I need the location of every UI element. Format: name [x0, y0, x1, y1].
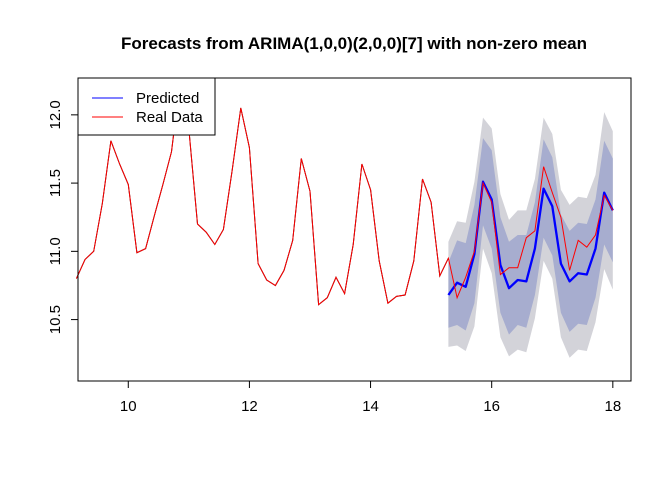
chart-title: Forecasts from ARIMA(1,0,0)(2,0,0)[7] wi… — [121, 34, 587, 53]
x-tick-label: 16 — [483, 398, 500, 415]
y-tick-label: 11.5 — [47, 169, 64, 197]
forecast-intervals — [448, 112, 613, 358]
real-data-line — [75, 80, 614, 306]
legend-box — [77, 77, 216, 136]
legend-label-predicted: Predicted — [136, 90, 199, 107]
x-tick-label: 10 — [120, 398, 137, 415]
x-axis: 10 12 14 16 18 — [120, 380, 621, 415]
x-tick-label: 18 — [604, 398, 621, 415]
y-tick-label: 12.0 — [47, 100, 64, 129]
y-tick-label: 10.5 — [47, 305, 64, 334]
y-tick-label: 11.0 — [47, 237, 64, 265]
x-tick-label: 12 — [241, 398, 258, 415]
interval-80-band — [448, 138, 613, 335]
legend-label-real-data: Real Data — [136, 109, 203, 126]
x-tick-label: 14 — [362, 398, 379, 415]
legend: Predicted Real Data — [77, 77, 216, 136]
y-axis: 10.5 11.0 11.5 12.0 — [47, 100, 79, 334]
series-lines — [75, 80, 614, 306]
